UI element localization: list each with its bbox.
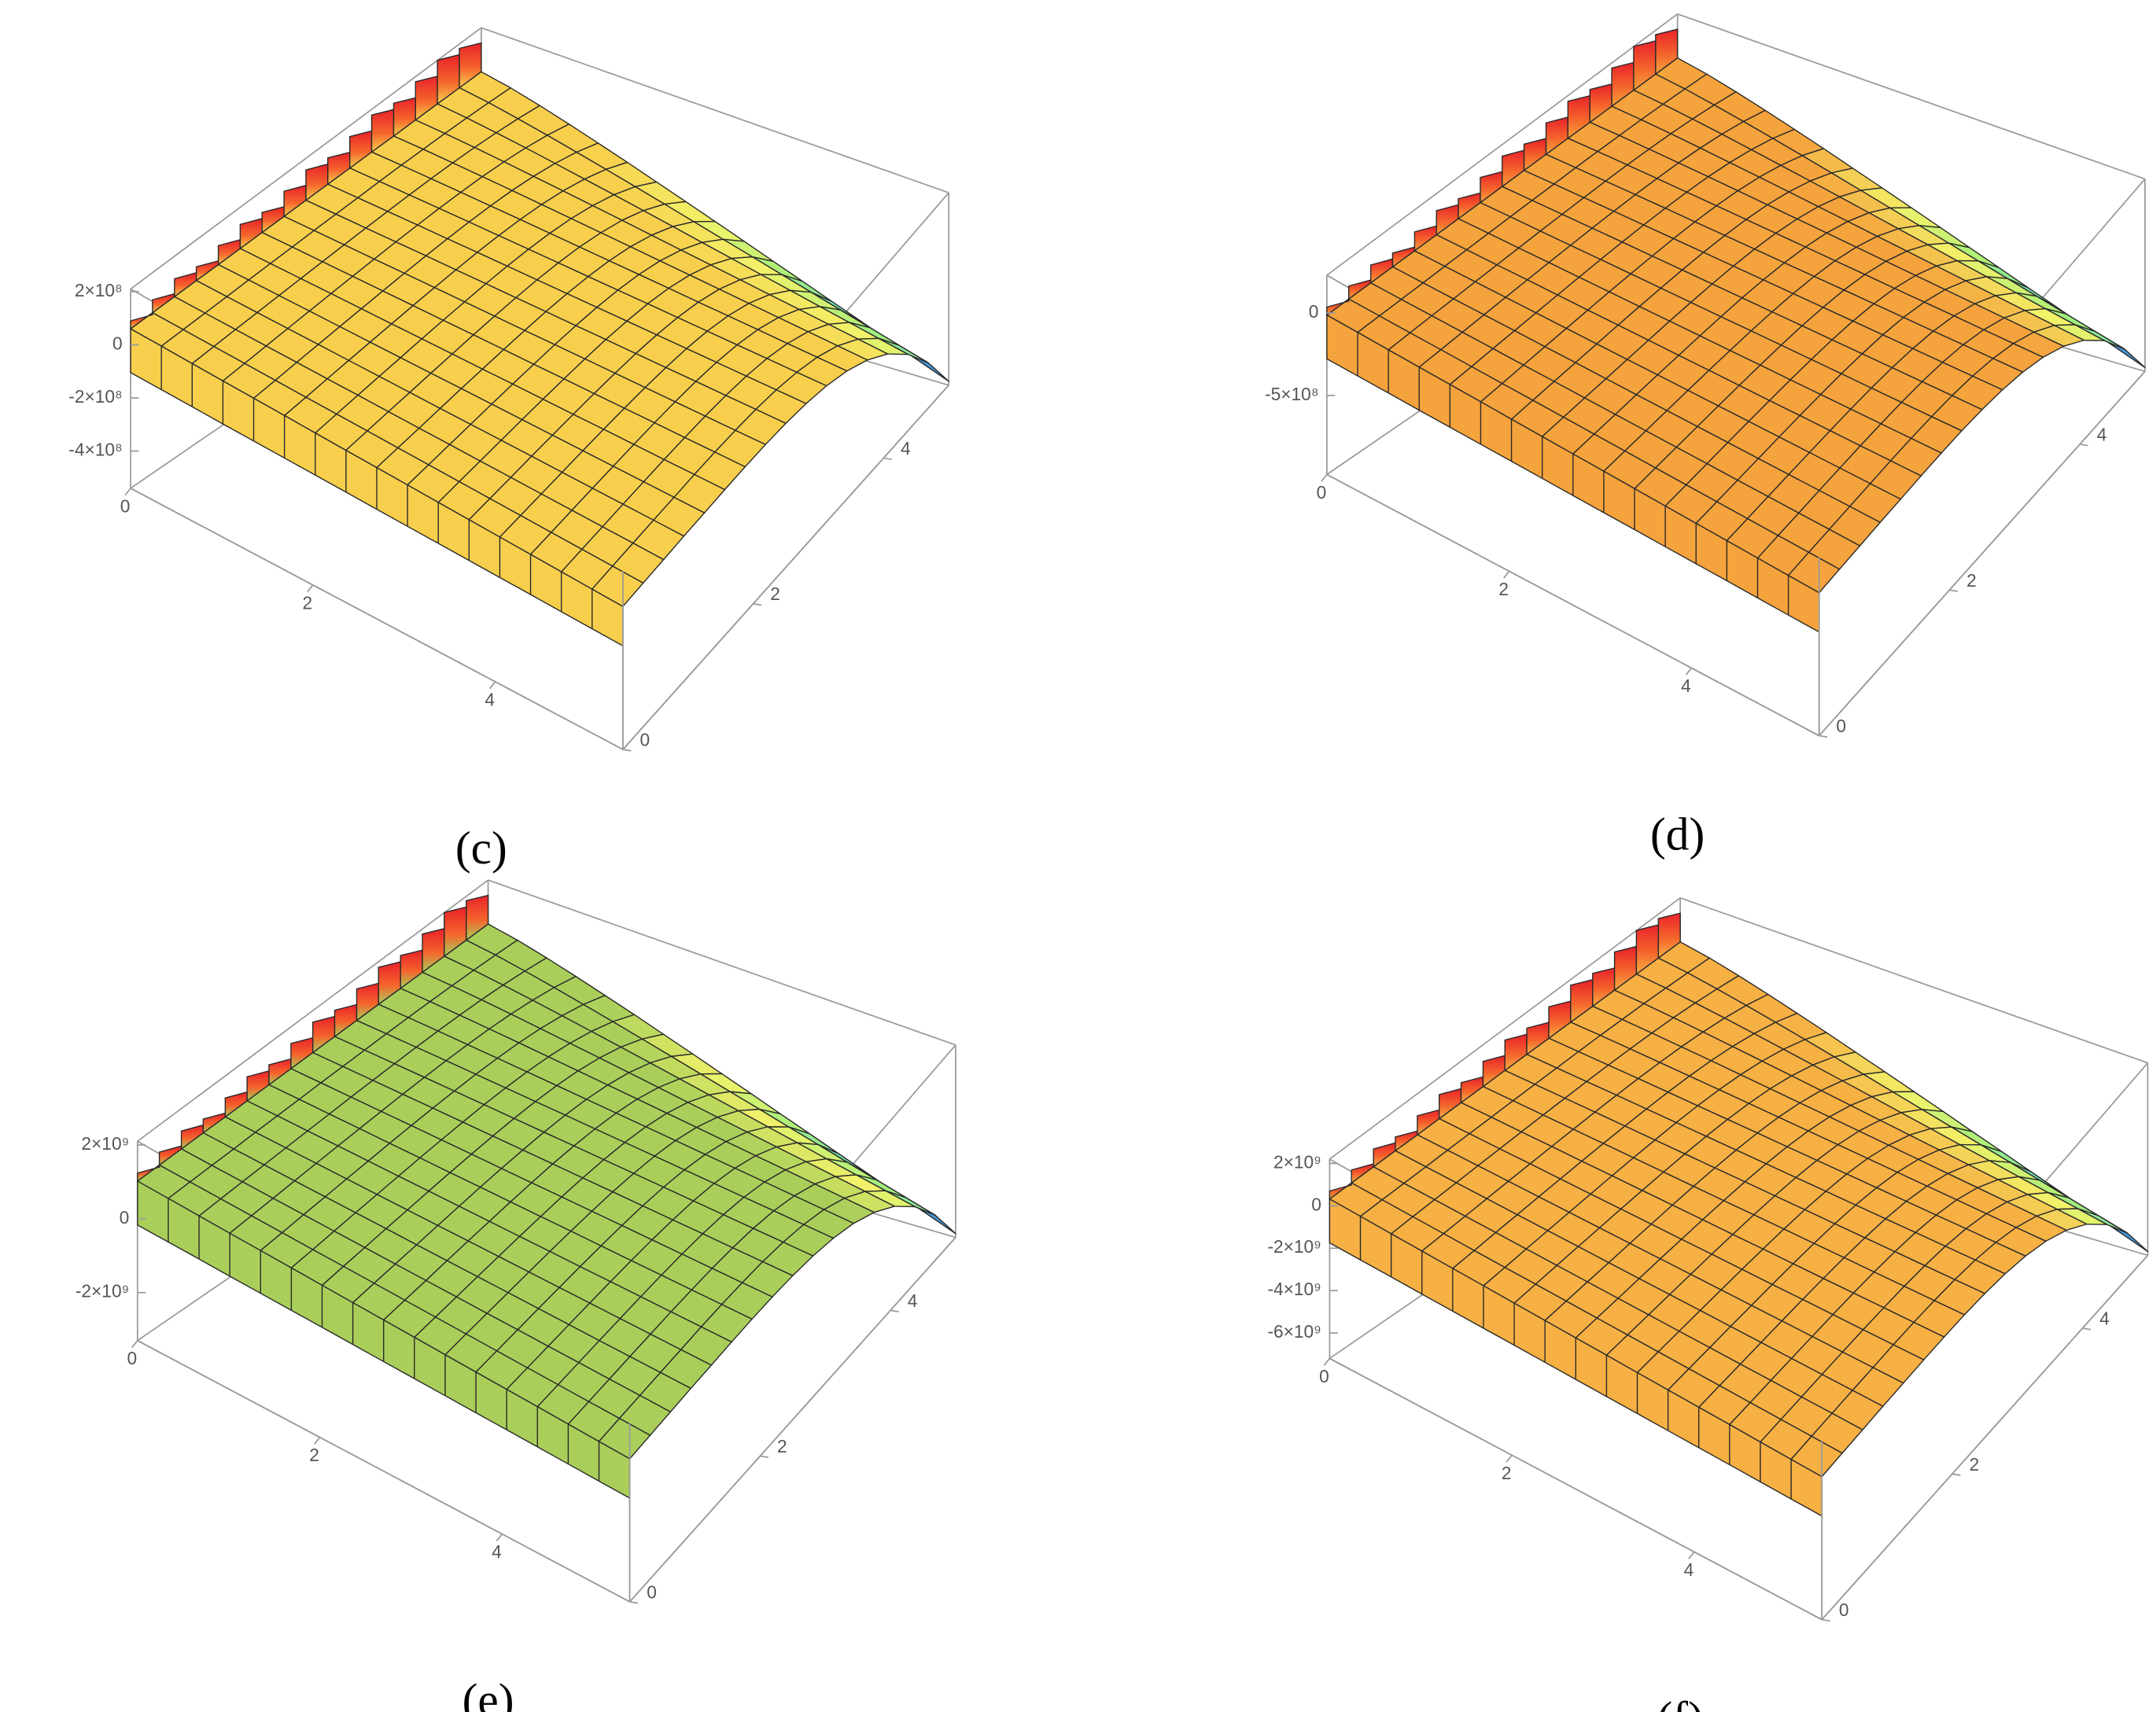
- box-edge: [1326, 473, 1820, 737]
- x-tick-label: 0: [120, 495, 131, 516]
- x-tick-label: 2: [1502, 1463, 1512, 1483]
- y-tick: [883, 457, 892, 461]
- y-tick-label: 0: [647, 1581, 657, 1602]
- y-tick: [753, 602, 762, 606]
- x-tick: [1503, 570, 1510, 579]
- x-tick: [124, 488, 131, 496]
- y-tick-label: 2: [777, 1436, 787, 1456]
- x-tick-label: 2: [303, 592, 313, 613]
- z-tick-label: 2×10⁹: [1273, 1151, 1321, 1172]
- x-tick: [496, 1533, 503, 1542]
- edge-spike: [459, 42, 482, 90]
- x-tick: [1685, 667, 1693, 676]
- y-tick: [1822, 1618, 1830, 1622]
- y-tick: [622, 749, 632, 752]
- x-tick: [1688, 1551, 1695, 1559]
- y-tick: [629, 1600, 639, 1604]
- x-tick: [131, 1340, 138, 1348]
- box-edge: [137, 1339, 631, 1603]
- z-tick-label: -4×10⁹: [1267, 1279, 1321, 1299]
- x-tick: [307, 584, 314, 593]
- panel-label: (d): [1650, 808, 1705, 860]
- x-tick: [1321, 473, 1328, 482]
- x-tick: [1506, 1454, 1513, 1463]
- x-tick-label: 2: [1498, 579, 1509, 599]
- y-tick-label: 4: [908, 1290, 918, 1311]
- box-edge: [1329, 1357, 1822, 1621]
- y-tick-label: 0: [1836, 716, 1846, 736]
- x-tick-label: 4: [485, 689, 495, 709]
- z-tick-label: 0: [1309, 301, 1319, 322]
- box-edge: [1677, 13, 2146, 180]
- y-tick: [1949, 589, 1959, 592]
- box-edge: [622, 385, 949, 750]
- box-edge: [1329, 897, 1681, 1160]
- box-edge: [488, 879, 956, 1046]
- edge-spike: [130, 311, 153, 330]
- y-tick-label: 4: [2097, 424, 2107, 444]
- panel-label: (f): [1657, 1692, 1703, 1712]
- box-edge: [1326, 13, 1679, 276]
- x-tick-label: 4: [1684, 1559, 1694, 1580]
- x-tick-label: 0: [1319, 1366, 1329, 1386]
- box-edge: [1679, 896, 2148, 1064]
- box-edge: [1821, 1254, 2149, 1621]
- edge-spike: [1329, 1181, 1352, 1201]
- y-tick: [2082, 1327, 2092, 1331]
- x-tick: [1323, 1357, 1331, 1366]
- x-tick-label: 4: [1681, 676, 1691, 696]
- z-tick-label: -2×10⁹: [1267, 1236, 1321, 1257]
- z-tick-label: 0: [120, 1207, 130, 1228]
- edge-spike: [1655, 28, 1679, 75]
- z-tick-label: 2×10⁸: [75, 280, 123, 300]
- y-tick-label: 4: [901, 438, 911, 458]
- x-tick-label: 0: [1317, 482, 1327, 503]
- y-tick-label: 0: [640, 730, 650, 750]
- edge-spike: [1657, 912, 1681, 959]
- z-tick-label: 0: [112, 333, 123, 353]
- z-tick-label: 0: [1311, 1194, 1321, 1214]
- y-tick-label: 2: [770, 584, 780, 604]
- x-tick-label: 4: [492, 1541, 502, 1562]
- box-edge: [628, 1237, 956, 1603]
- y-tick-label: 4: [2099, 1308, 2110, 1328]
- box-edge: [130, 27, 482, 290]
- z-tick-label: -2×10⁸: [68, 386, 122, 407]
- box-edge: [137, 879, 489, 1142]
- y-tick: [760, 1455, 768, 1459]
- z-tick-label: -4×10⁸: [68, 440, 122, 460]
- panel-label: (c): [455, 822, 507, 874]
- edge-spike: [466, 894, 489, 941]
- y-tick: [890, 1309, 899, 1313]
- y-tick: [1951, 1473, 1961, 1476]
- panel-label: (e): [463, 1674, 514, 1712]
- edge-spike: [1326, 297, 1350, 317]
- y-tick: [1819, 735, 1828, 738]
- y-tick-label: 2: [1966, 570, 1977, 591]
- z-tick-label: -2×10⁹: [76, 1281, 129, 1301]
- y-tick-label: 2: [1970, 1454, 1980, 1475]
- edge-spike: [137, 1164, 160, 1183]
- x-tick: [488, 681, 496, 690]
- y-tick: [2080, 444, 2088, 447]
- box-edge: [481, 27, 949, 193]
- y-tick-label: 0: [1839, 1600, 1849, 1620]
- z-tick-label: 2×10⁹: [81, 1133, 129, 1154]
- x-tick-label: 2: [309, 1445, 319, 1465]
- z-tick-label: -5×10⁸: [1265, 384, 1318, 404]
- box-edge: [1819, 370, 2146, 737]
- x-tick-label: 0: [127, 1348, 137, 1368]
- x-tick: [313, 1437, 321, 1445]
- box-edge: [130, 488, 624, 750]
- z-tick-label: -6×10⁹: [1267, 1321, 1321, 1342]
